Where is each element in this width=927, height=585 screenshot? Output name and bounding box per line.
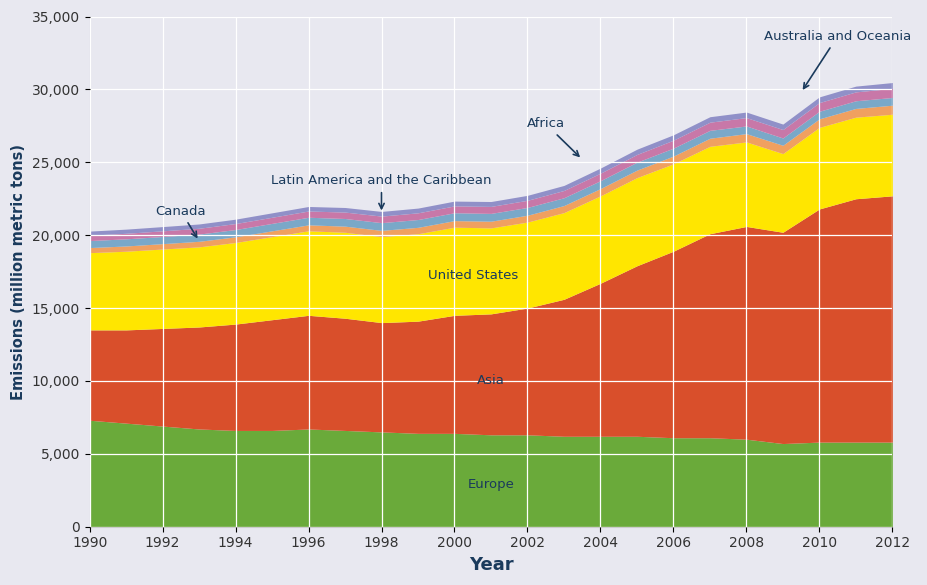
X-axis label: Year: Year <box>468 556 513 574</box>
Text: Latin America and the Caribbean: Latin America and the Caribbean <box>271 174 491 209</box>
Text: Asia: Asia <box>476 374 504 387</box>
Text: Africa: Africa <box>526 117 578 156</box>
Text: United States: United States <box>427 270 517 283</box>
Text: Europe: Europe <box>467 478 514 491</box>
Y-axis label: Emissions (million metric tons): Emissions (million metric tons) <box>11 143 26 400</box>
Text: Canada: Canada <box>156 205 206 237</box>
Text: Australia and Oceania: Australia and Oceania <box>763 30 910 88</box>
